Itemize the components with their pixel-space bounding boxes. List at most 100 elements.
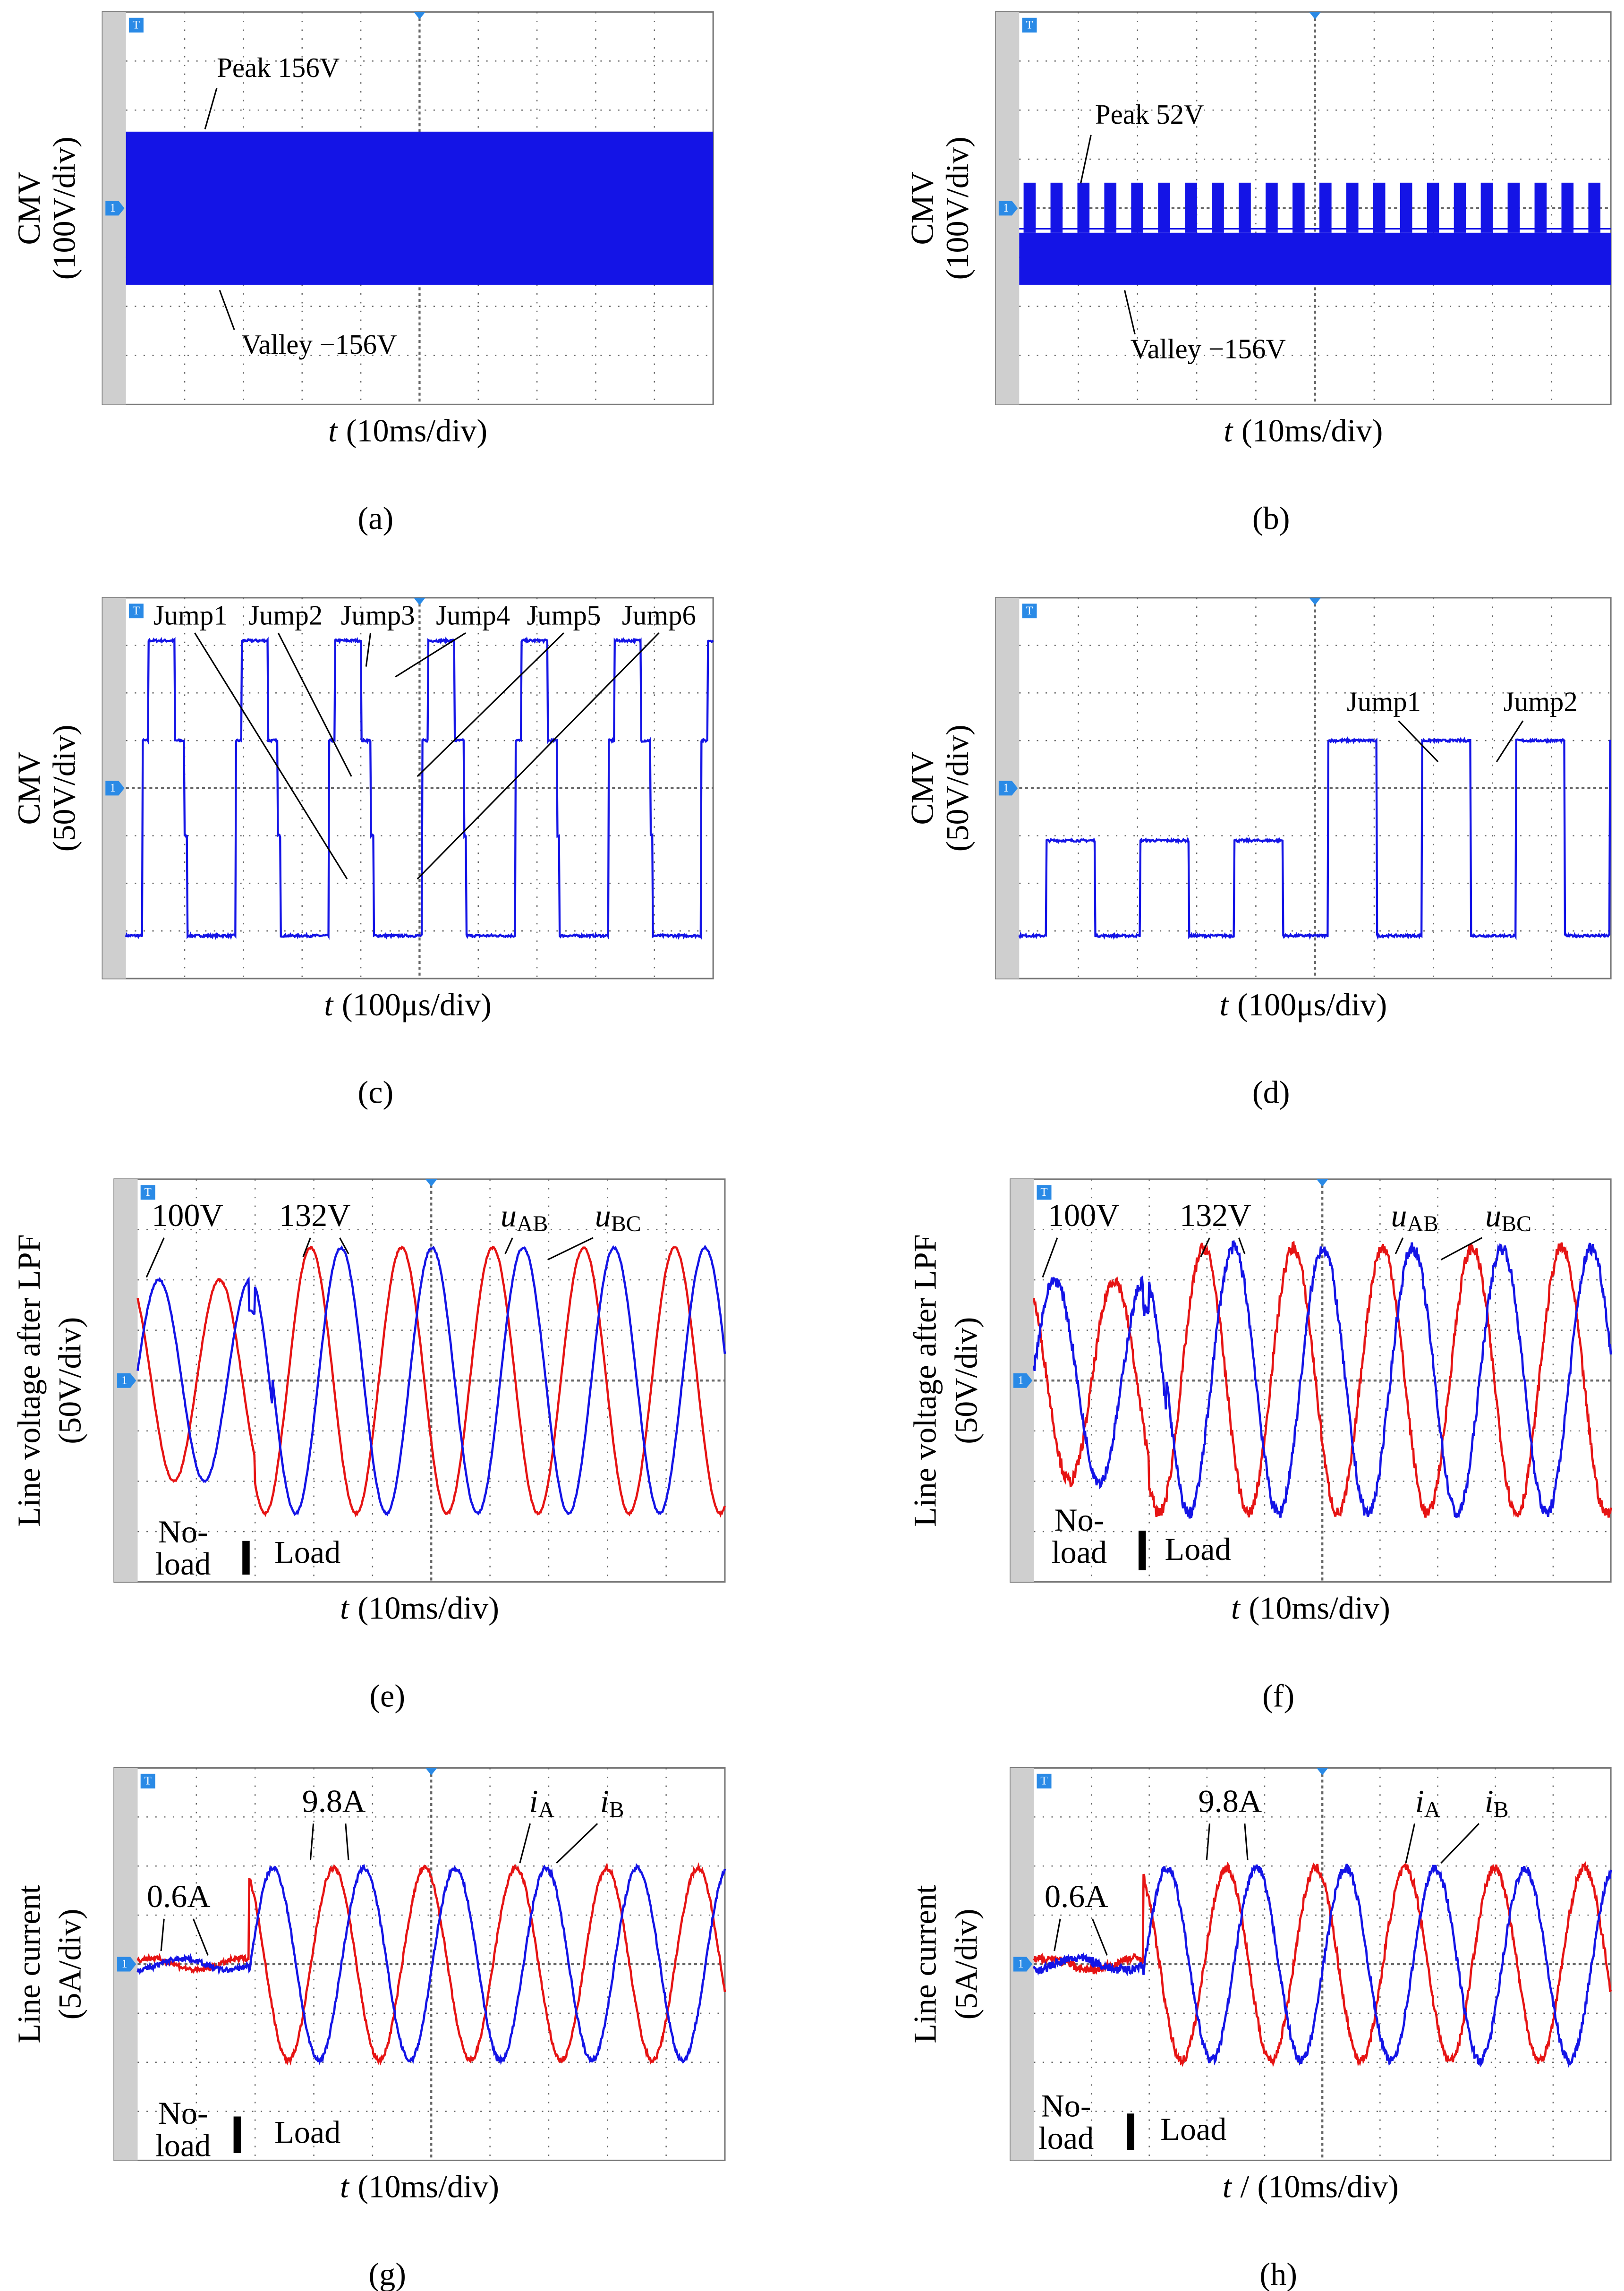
x-axis-label: t (100μs/div) [324,987,492,1022]
annotation: Jump2 [1504,687,1578,717]
y-axis-label: CMV [11,171,47,245]
panel: T 1 CMV(50V/div) t (100μs/div) (c) Jump1 Jump2 J… [11,597,714,1110]
leader-line [1054,1918,1061,1951]
leader-line [417,632,660,880]
panel-label: (g) [368,2256,406,2291]
annotation: Load [274,1534,340,1570]
waveform-band [1019,232,1611,285]
panel: T 1 CMV(50V/div) t (100μs/div) (d) Jump1 Jump2 [904,597,1612,1110]
annotation-symbol: u [595,1197,611,1233]
trigger-marker: T [1026,605,1033,617]
panel-label: (f) [1262,1678,1294,1713]
trigger-marker: T [145,1775,152,1788]
channel-marker-box [105,201,125,216]
channel-marker-box [117,1957,136,1972]
annotation: 132V [1180,1197,1251,1233]
y-axis-unit: (5A/div) [52,1908,88,2019]
y-axis-label: CMV [11,751,47,825]
annotation-subscript: BC [611,1211,641,1236]
annotation: Jump4 [436,600,510,631]
annotation: 132V [279,1197,351,1233]
channel-marker-box [1013,1373,1033,1388]
waveform [1033,1864,1612,2068]
panel: T 1 Line voltage after LPF (50V/div) t (10ms/… [907,1178,1612,1713]
x-axis-text: (100μs/div) [342,987,492,1022]
waveform-pulse [1561,182,1574,233]
channel-marker-box [105,781,125,796]
x-axis-text: (10ms/div) [358,1590,499,1626]
trigger-arrow [1316,1768,1328,1775]
x-axis-text: (10ms/div) [358,2168,499,2204]
channel-marker-box [117,1373,136,1388]
x-axis-label: t (10ms/div) [1224,412,1383,448]
leader-line [1200,1237,1210,1257]
x-axis-label: t (10ms/div) [1231,1590,1390,1626]
annotation: iB [1485,1783,1509,1823]
annotation: Jump5 [527,600,601,631]
channel-marker-box [998,781,1018,796]
annotation-symbol: i [600,1783,609,1819]
waveform-pulse [1023,182,1036,233]
annotation: No- [1041,2088,1091,2124]
leader-line [1042,1237,1058,1278]
waveform-pulse [1373,182,1386,233]
annotation: Load [274,2114,340,2150]
leader-line [556,1823,598,1864]
x-axis-label: t (100μs/div) [1220,987,1387,1022]
channel-marker: 1 [1018,1374,1023,1387]
annotation: Jump1 [153,600,228,631]
waveform-pulse [1185,182,1197,233]
panel-label: (h) [1259,2256,1297,2291]
trigger-marker: T [1026,18,1033,31]
annotation-symbol: i [1485,1783,1494,1819]
trigger-arrow [1309,12,1321,19]
leader-line [1124,290,1136,334]
leader-line [204,88,218,129]
x-axis-symbol: t [1224,412,1233,448]
panel-label: (e) [369,1678,405,1713]
trigger-marker-box [1037,1773,1052,1789]
x-axis-text: (10ms/div) [346,412,487,448]
waveform-pulse [1400,182,1412,233]
annotation-subscript: B [1494,1797,1509,1822]
annotation: Jump2 [248,600,323,631]
annotation-subscript: A [538,1797,555,1822]
waveform-pulse [1480,182,1493,233]
annotation-subscript: B [609,1797,624,1822]
leader-line [1091,1918,1108,1956]
x-axis-text: / (10ms/div) [1240,2168,1398,2204]
x-axis-label: t / (10ms/div) [1223,2168,1399,2204]
trigger-marker-box [140,1773,155,1789]
waveform [136,1862,726,2066]
panel: T 1 CMV(100V/div) t (10ms/div) (a) Peak 156V Va… [11,11,714,536]
x-axis-symbol: t [1231,1590,1241,1626]
leader-line [1405,1823,1416,1864]
leader-line [1394,1237,1404,1254]
trigger-arrow [1309,597,1321,605]
y-axis-label: Line current [907,1885,943,2043]
leader-line [1440,1237,1482,1260]
annotation: 0.6A [1045,1878,1108,1914]
annotation: load [155,2127,211,2163]
trigger-arrow [1316,1179,1328,1187]
leader-line [1398,720,1439,763]
x-axis-label: t (10ms/div) [340,2168,499,2204]
waveform [1033,1861,1612,2068]
leader-line [504,1237,513,1254]
waveform-pulse [1427,182,1439,233]
channel-marker: 1 [110,782,116,794]
annotation: uAB [1391,1197,1438,1236]
leader-line [519,1823,531,1864]
annotation: load [1052,1534,1107,1570]
waveform-pulse [1104,182,1117,233]
y-axis-unit: (50V/div) [948,1317,984,1444]
trigger-arrow [414,12,425,19]
annotation: Load [1160,2111,1226,2147]
y-axis-unit: (50V/div) [46,724,82,852]
trigger-arrow [414,597,425,605]
annotation: 0.6A [147,1878,211,1914]
channel-marker: 1 [1003,782,1009,794]
annotation: load [155,1546,211,1582]
waveform-pulse [1319,182,1332,233]
